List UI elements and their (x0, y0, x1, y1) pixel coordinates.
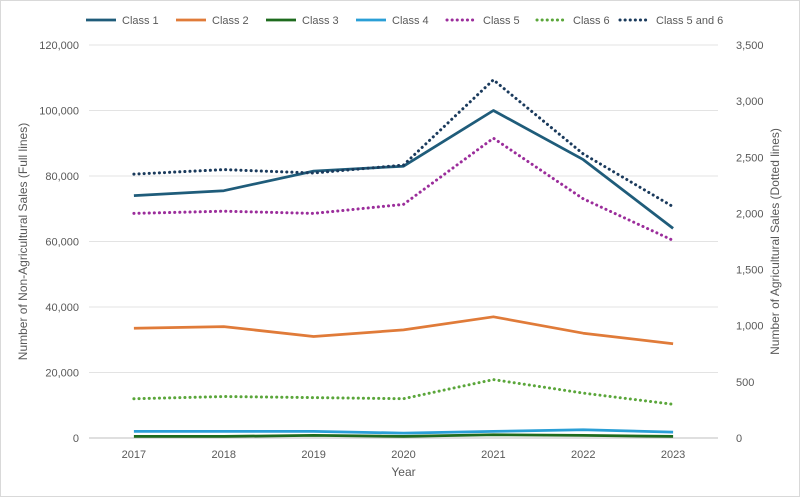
left-y-tick-label: 80,000 (45, 171, 79, 183)
series-line-class-6 (132, 378, 675, 406)
left-y-tick-label: 100,000 (39, 106, 79, 118)
x-tick-label: 2022 (571, 449, 595, 461)
legend-item: Class 3 (266, 15, 339, 27)
right-y-tick-label: 3,500 (736, 40, 764, 52)
legend-label: Class 5 (483, 15, 520, 27)
series-line-class-5-and-6 (132, 78, 675, 209)
series-line-class-2 (133, 315, 674, 346)
left-y-tick-label: 120,000 (39, 40, 79, 52)
right-y-axis-title: Number of Agricultural Sales (Dotted lin… (768, 128, 782, 355)
legend-label: Class 1 (122, 15, 159, 27)
left-y-axis-title: Number of Non-Agricultural Sales (Full l… (16, 123, 30, 360)
x-axis-title: Year (391, 465, 415, 479)
left-y-tick-label: 0 (73, 433, 79, 445)
x-axis: 2017 2018 2019 2020 2021 2022 2023 (122, 449, 686, 461)
left-y-axis: 0 20,000 40,000 60,000 80,000 100,000 120,000 (39, 40, 79, 445)
legend: Class 1 Class 2 Class 3 Class 4 Class 5 Class… (86, 15, 723, 27)
right-y-tick-label: 0 (736, 433, 742, 445)
legend-item: Class 5 and 6 (618, 15, 723, 27)
right-y-tick-label: 1,500 (736, 265, 764, 277)
legend-item: Class 6 (535, 15, 610, 27)
series-layer (132, 78, 675, 438)
legend-label: Class 3 (302, 15, 339, 27)
legend-item: Class 5 (445, 15, 520, 27)
gridlines (89, 44, 718, 439)
legend-label: Class 5 and 6 (656, 15, 723, 27)
right-y-tick-label: 2,500 (736, 152, 764, 164)
series-line-class-5 (132, 136, 675, 242)
legend-item: Class 1 (86, 15, 159, 27)
right-y-tick-label: 2,000 (736, 208, 764, 220)
left-y-tick-label: 40,000 (45, 302, 79, 314)
right-y-tick-label: 3,000 (736, 96, 764, 108)
legend-label: Class 6 (573, 15, 610, 27)
x-tick-label: 2017 (122, 449, 146, 461)
right-y-tick-label: 500 (736, 377, 754, 389)
series-line-class-4 (133, 428, 674, 435)
x-tick-label: 2019 (301, 449, 325, 461)
x-tick-label: 2018 (212, 449, 236, 461)
right-y-axis: 0 500 1,000 1,500 2,000 2,500 3,000 3,500 (736, 40, 764, 445)
right-y-tick-label: 1,000 (736, 321, 764, 333)
legend-item: Class 2 (176, 15, 249, 27)
left-y-tick-label: 20,000 (45, 368, 79, 380)
legend-label: Class 2 (212, 15, 249, 27)
left-y-tick-label: 60,000 (45, 237, 79, 249)
series-line-class-3 (133, 433, 674, 438)
x-tick-label: 2021 (481, 449, 505, 461)
legend-item: Class 4 (356, 15, 429, 27)
x-tick-label: 2023 (661, 449, 685, 461)
x-tick-label: 2020 (391, 449, 415, 461)
legend-label: Class 4 (392, 15, 429, 27)
